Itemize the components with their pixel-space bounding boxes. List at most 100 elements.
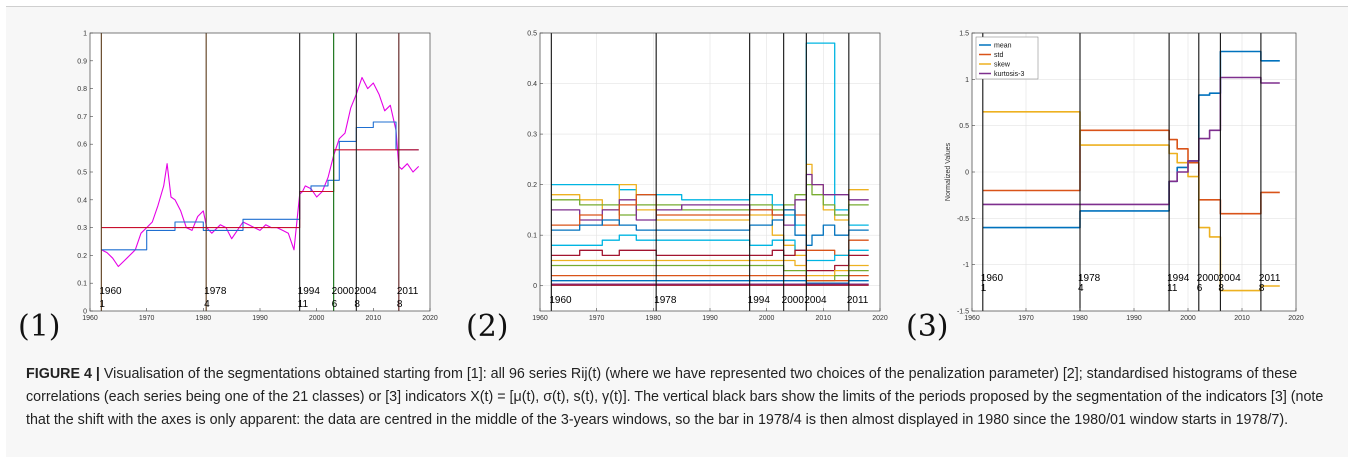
panel-2: 1960 1978 1994 2000 2004 2011 1960 1970 1980 1990…: [516, 13, 896, 343]
x-tick-label: 2020: [1288, 315, 1304, 322]
panel-1: 1960 1 1978 4 1994 11 2000 6 2004 8 2011 8 1960 1970 1…: [66, 13, 446, 343]
y-tick-label: 0.4: [527, 81, 537, 88]
segment-label-month: 11: [298, 299, 309, 310]
y-tick-label: -1: [963, 262, 969, 269]
segment-label-year: 1978: [1078, 273, 1101, 284]
series-line-8: [551, 259, 869, 277]
segment-label-year: 2000: [782, 295, 805, 306]
segment-label-month: 11: [1167, 283, 1178, 294]
segment-label-month: 8: [1259, 283, 1265, 294]
segment-label-year: 2011: [397, 286, 419, 297]
x-tick-label: 1990: [702, 315, 718, 322]
segment-label-year: 1960: [549, 295, 572, 306]
x-tick-label: 1980: [196, 315, 212, 322]
plot-area: [90, 33, 430, 311]
series-line-0: [551, 42, 869, 226]
panel-label-3: (3): [906, 309, 949, 344]
legend-entry: std: [994, 52, 1003, 59]
series-line-11: [551, 280, 869, 284]
segment-label-month: 8: [1218, 283, 1224, 294]
caption-text: Visualisation of the segmentations obtai…: [26, 366, 1324, 428]
x-tick-label: 1970: [589, 315, 605, 322]
segment-label-month: 1: [981, 283, 987, 294]
y-tick-label: 1.5: [959, 31, 969, 38]
y-tick-label: 0.1: [77, 281, 87, 288]
x-tick-label: 2020: [872, 315, 888, 322]
y-tick-label: 0.4: [77, 197, 87, 204]
y-tick-label: 0: [83, 309, 87, 316]
x-tick-label: 2020: [422, 315, 438, 322]
segment-label-year: 2011: [1259, 273, 1281, 284]
x-tick-label: 2000: [309, 315, 325, 322]
figure-caption: FIGURE 4 | Visualisation of the segmenta…: [26, 363, 1344, 432]
segment-label-month: 8: [397, 299, 403, 310]
legend-entry: skew: [994, 62, 1011, 69]
segment-label-year: 2004: [804, 295, 827, 306]
segment-label-month: 8: [354, 299, 360, 310]
legend-entry: mean: [994, 43, 1012, 50]
figure-number: FIGURE 4 |: [26, 366, 100, 382]
y-tick-label: 0.6: [77, 142, 87, 149]
y-tick-label: 0.1: [527, 233, 537, 240]
y-tick-label: 0.3: [77, 225, 87, 232]
panel-label-2: (2): [466, 309, 509, 344]
segment-label-month: 1: [99, 299, 105, 310]
x-tick-label: 1980: [646, 315, 662, 322]
series-line-5: [551, 209, 869, 246]
x-tick-label: 1960: [532, 315, 548, 322]
x-tick-label: 1980: [1072, 315, 1088, 322]
y-tick-label: 0.8: [77, 86, 87, 93]
x-tick-label: 1990: [1126, 315, 1142, 322]
y-tick-label: 0.7: [77, 114, 87, 121]
x-tick-label: 1970: [139, 315, 155, 322]
y-tick-label: 0.5: [77, 170, 87, 177]
panel-3: 1960 1 1978 4 1994 11 2000 6 2004 8 2011 8 1960 1970 1…: [936, 13, 1316, 343]
x-tick-label: 1960: [82, 315, 98, 322]
segment-label-year: 2011: [847, 295, 869, 306]
segment-label-year: 2000: [1197, 273, 1220, 284]
segment-label-month: 6: [1197, 283, 1203, 294]
y-tick-label: 0: [533, 283, 537, 290]
x-tick-label: 2000: [1180, 315, 1196, 322]
series-line-2: [101, 149, 419, 229]
segment-label-month: 4: [204, 299, 210, 310]
segment-label-year: 1994: [748, 295, 771, 306]
x-tick-label: 2010: [816, 315, 832, 322]
series-line-10: [551, 274, 869, 282]
y-tick-label: 0.5: [959, 123, 969, 130]
segment-label-year: 1978: [654, 295, 677, 306]
y-tick-label: 1: [965, 77, 969, 84]
series-line-7: [551, 249, 869, 272]
y-tick-label: -0.5: [957, 216, 969, 223]
series-line-4: [551, 194, 869, 257]
legend-entry: kurtosis-3: [994, 71, 1024, 78]
segment-label-year: 1978: [204, 286, 227, 297]
series-line-6: [551, 234, 869, 262]
y-tick-label: -1.5: [957, 309, 969, 316]
y-tick-label: 0.9: [77, 58, 87, 65]
y-tick-label: 1: [83, 31, 87, 38]
y-tick-label: 0.5: [527, 31, 537, 38]
x-tick-label: 2010: [366, 315, 382, 322]
series-line-std: [982, 129, 1280, 215]
segment-label-year: 1994: [298, 286, 321, 297]
segment-label-month: 6: [332, 299, 338, 310]
x-tick-label: 1990: [252, 315, 268, 322]
segment-label-year: 1960: [99, 286, 122, 297]
x-tick-label: 1970: [1018, 315, 1034, 322]
legend-box: [975, 36, 1039, 80]
segment-label-year: 2000: [332, 286, 355, 297]
x-tick-label: 2000: [759, 315, 775, 322]
segment-label-month: 4: [1078, 283, 1084, 294]
y-tick-label: 0.2: [527, 182, 537, 189]
y-tick-label: 0.3: [527, 132, 537, 139]
x-tick-label: 2010: [1234, 315, 1250, 322]
segment-label-year: 1994: [1167, 273, 1190, 284]
series-line-skew: [982, 111, 1280, 292]
figure-panel: 1960 1 1978 4 1994 11 2000 6 2004 8 2011 8 1960 1970 1…: [6, 6, 1348, 457]
y-axis-label: Normalized Values: [945, 142, 952, 201]
y-tick-label: 0.2: [77, 253, 87, 260]
